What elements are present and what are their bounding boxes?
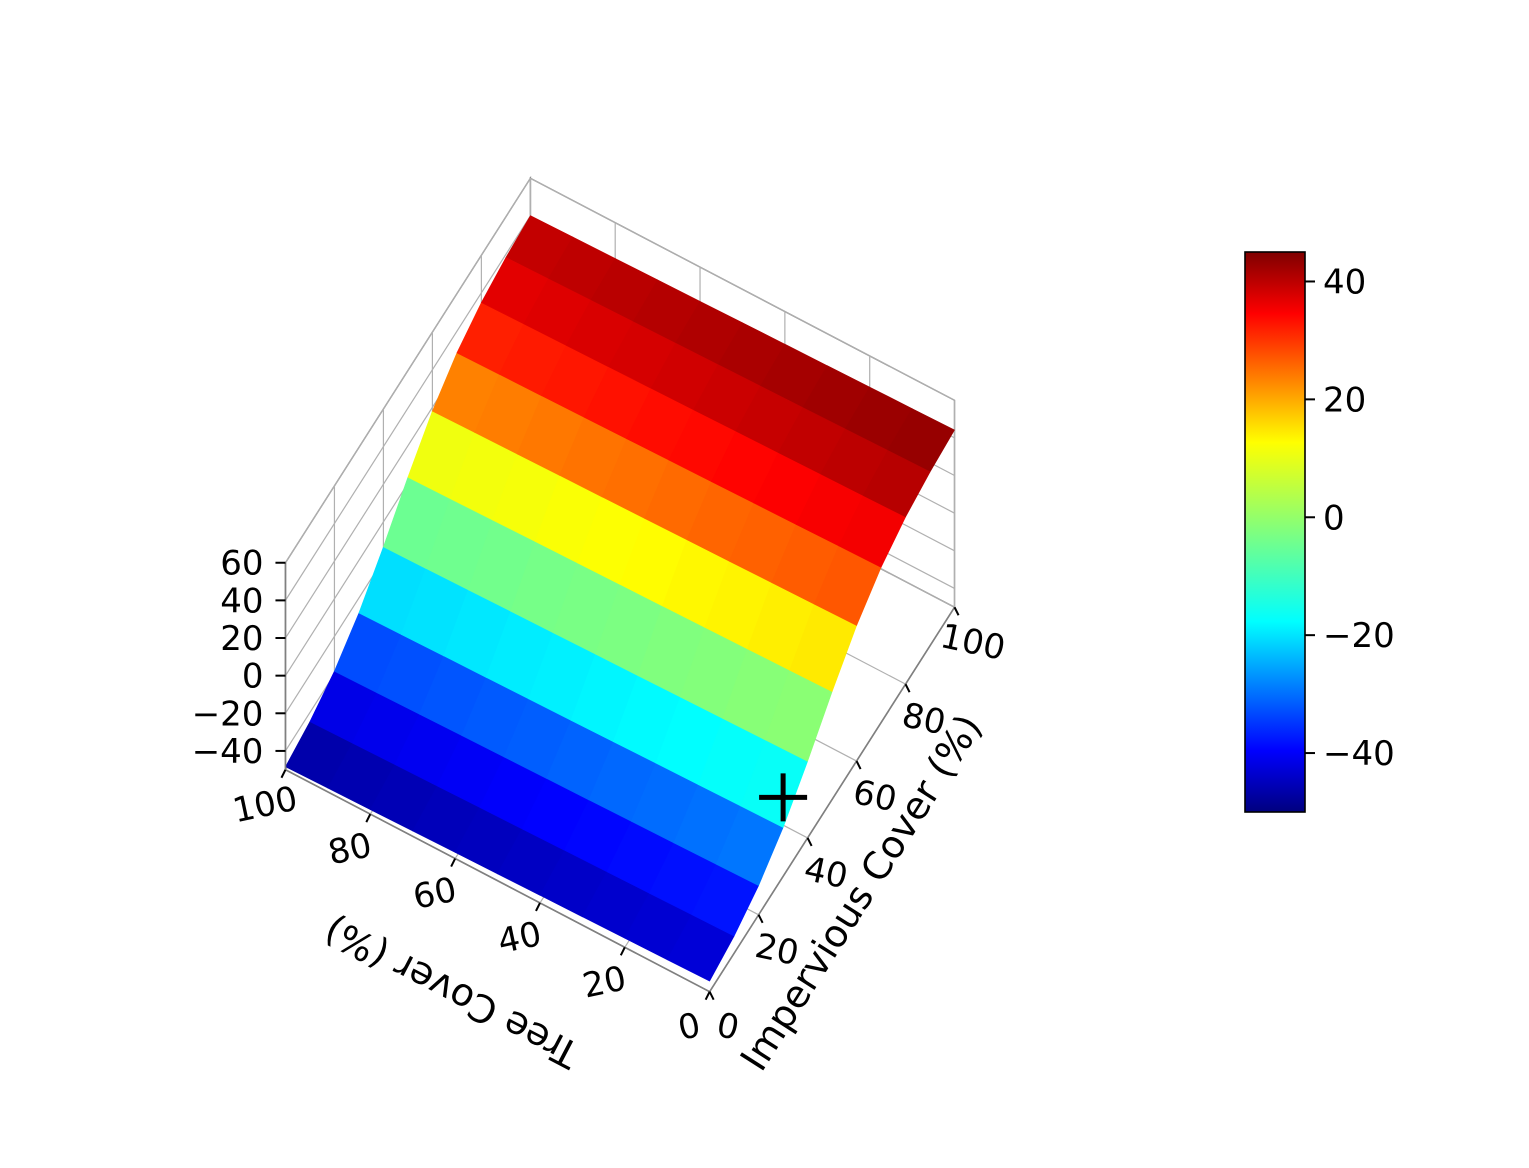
y-tick: 100 — [229, 779, 301, 832]
z-tick: −40 — [192, 732, 264, 772]
colorbar-tick: 40 — [1323, 262, 1366, 302]
colorbar-tick: −20 — [1323, 616, 1395, 656]
y-tick: 20 — [579, 958, 630, 1006]
y-axis-label: Tree Cover (%) — [317, 908, 587, 1077]
y-tick: 60 — [410, 870, 461, 918]
z-tick: 0 — [242, 657, 264, 697]
x-tick: 100 — [937, 616, 1009, 669]
z-tick: −20 — [192, 694, 264, 734]
colorbar: −40 −20 0 20 40 — [1245, 252, 1395, 812]
z-tick: 60 — [220, 544, 263, 584]
y-tick: 40 — [494, 914, 545, 962]
z-tick: 40 — [220, 581, 263, 621]
colorbar-rect — [1245, 252, 1305, 812]
y-tick: 0 — [675, 1005, 704, 1049]
z-tick: 20 — [220, 619, 263, 659]
colorbar-tick: −40 — [1323, 734, 1395, 774]
colorbar-tick: 20 — [1323, 380, 1366, 420]
x-tick: 0 — [713, 1005, 742, 1049]
colorbar-tick: 0 — [1323, 498, 1345, 538]
y-tick: 80 — [325, 825, 376, 873]
